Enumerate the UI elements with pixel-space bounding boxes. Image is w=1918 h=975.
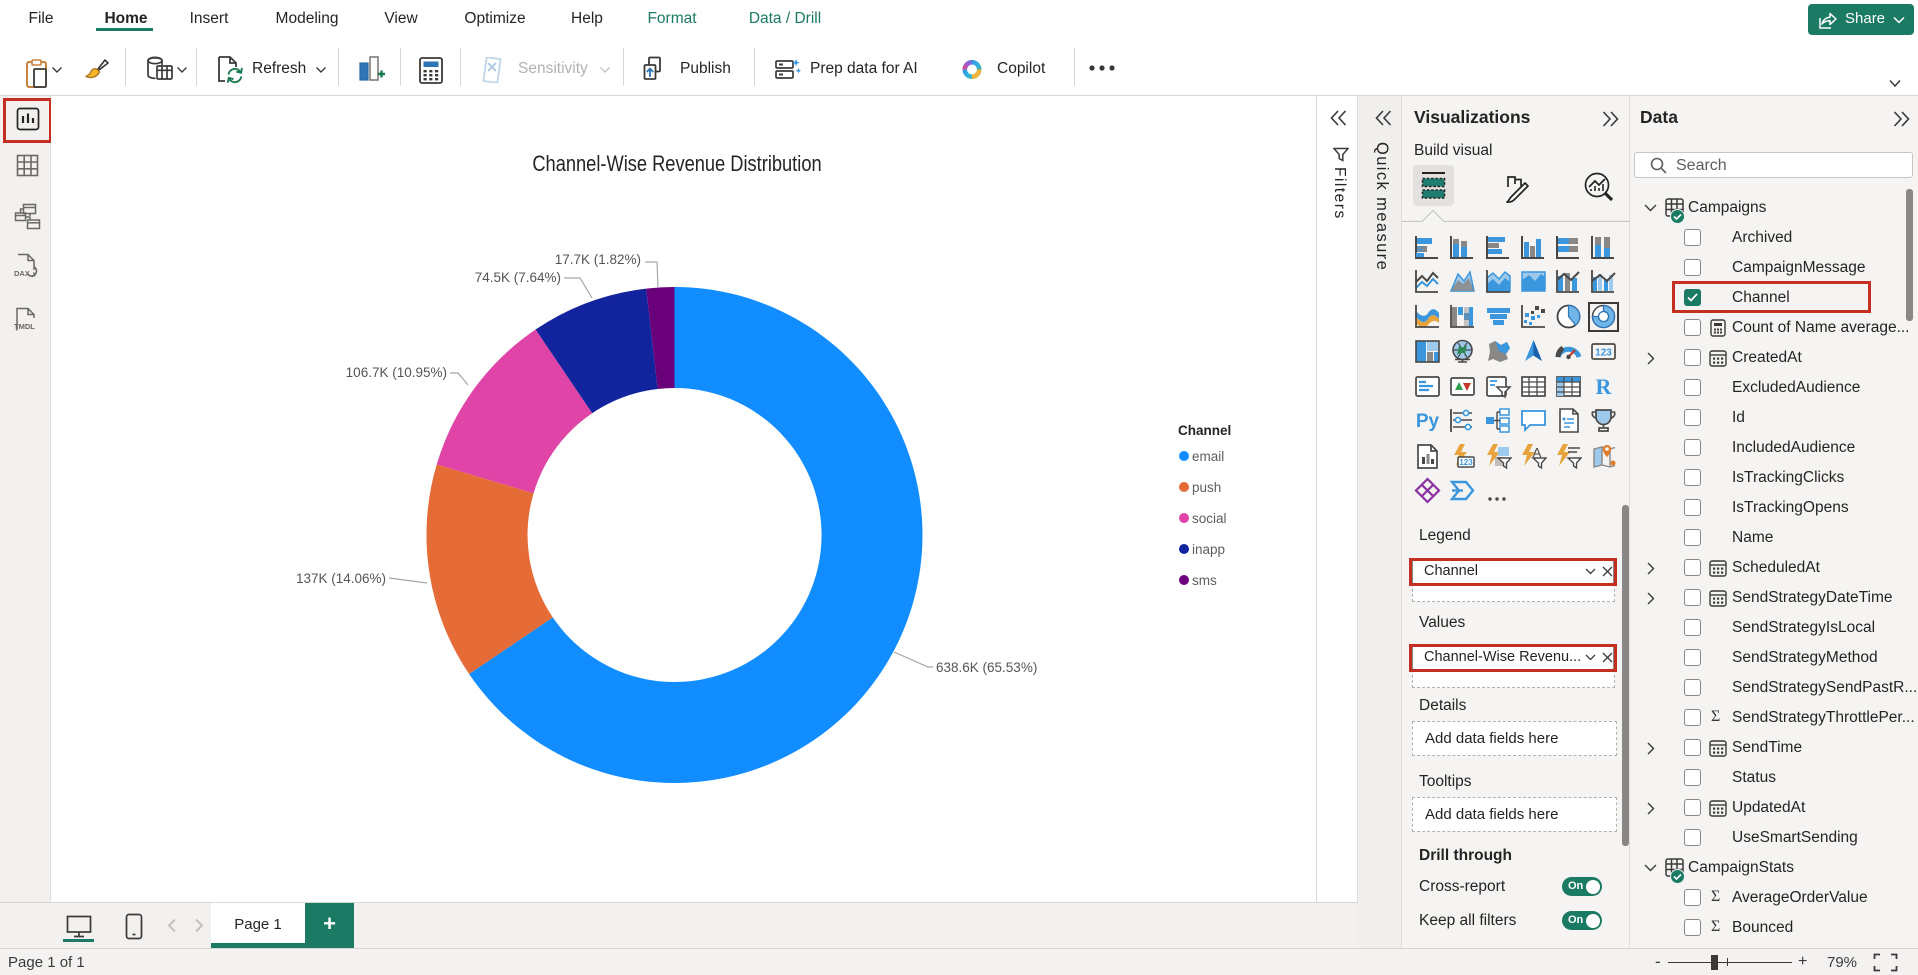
svg-text:74.5K (7.64%): 74.5K (7.64%) xyxy=(475,270,561,285)
svg-text:push: push xyxy=(1192,480,1221,495)
svg-text:social: social xyxy=(1192,511,1227,526)
svg-text:123: 123 xyxy=(1459,458,1473,467)
svg-text:R: R xyxy=(1595,374,1612,399)
svg-text:17.7K (1.82%): 17.7K (1.82%) xyxy=(555,252,641,267)
svg-text:137K (14.06%): 137K (14.06%) xyxy=(296,571,386,586)
svg-text:123: 123 xyxy=(1595,347,1612,358)
svg-text:Py: Py xyxy=(1415,411,1439,432)
svg-text:Channel: Channel xyxy=(1178,423,1231,438)
svg-text:A: A xyxy=(1532,445,1541,460)
svg-text:sms: sms xyxy=(1192,573,1217,588)
svg-text:inapp: inapp xyxy=(1192,542,1225,557)
svg-text:email: email xyxy=(1192,449,1224,464)
svg-text:106.7K (10.95%): 106.7K (10.95%) xyxy=(346,365,447,380)
svg-text:638.6K (65.53%): 638.6K (65.53%) xyxy=(936,660,1037,675)
